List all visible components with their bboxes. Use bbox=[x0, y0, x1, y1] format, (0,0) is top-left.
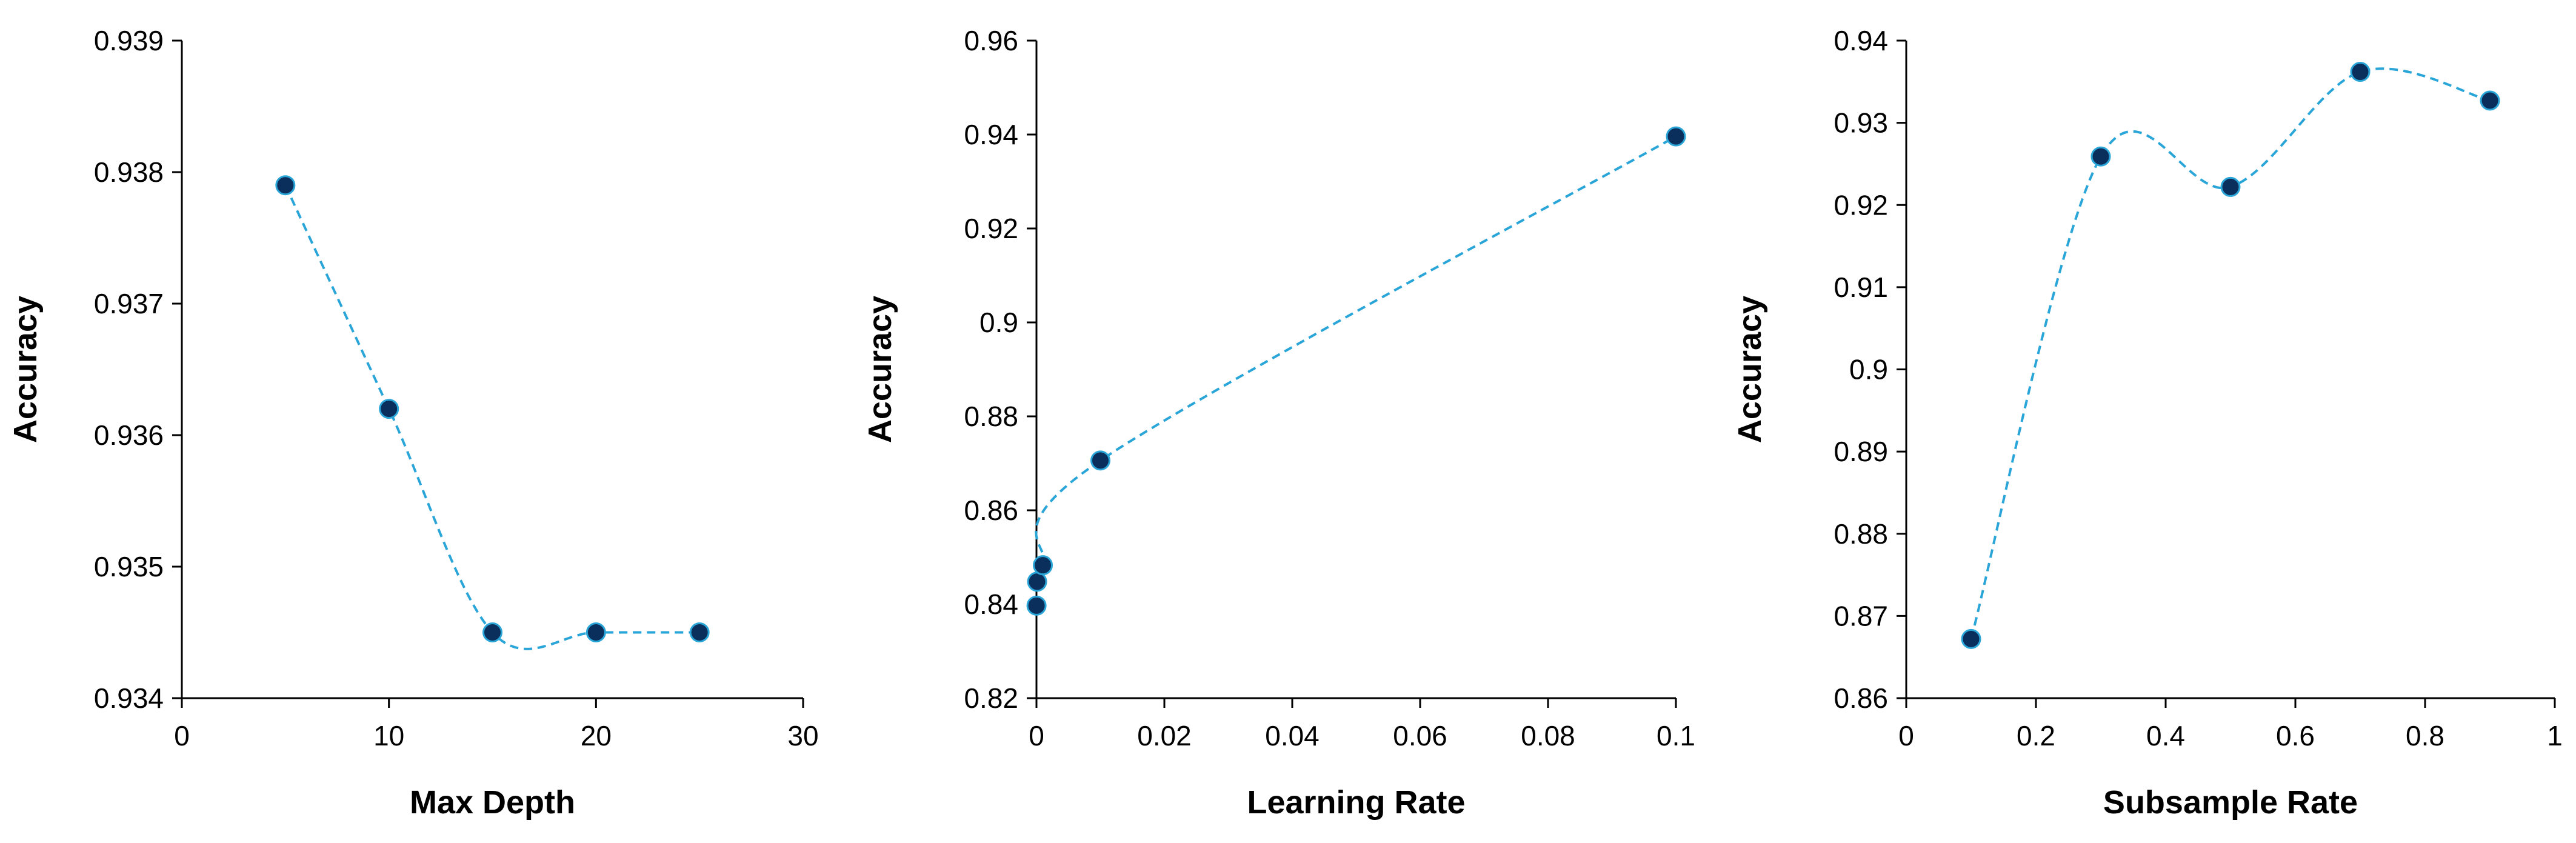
x-tick-label: 0.02 bbox=[1137, 720, 1192, 751]
y-tick-label: 0.9 bbox=[979, 307, 1018, 338]
y-tick-label: 0.91 bbox=[1834, 272, 1888, 303]
y-tick-label: 0.87 bbox=[1834, 600, 1888, 631]
y-tick-label: 0.92 bbox=[1834, 189, 1888, 221]
y-tick-label: 0.936 bbox=[94, 419, 164, 451]
y-tick-label: 0.89 bbox=[1834, 436, 1888, 467]
x-tick-label: 30 bbox=[787, 720, 818, 751]
y-tick-label: 0.937 bbox=[94, 288, 164, 319]
x-tick-label: 0.4 bbox=[2146, 720, 2185, 751]
y-tick-label: 0.88 bbox=[964, 401, 1018, 432]
series-line bbox=[1970, 67, 2491, 639]
y-tick-label: 0.939 bbox=[94, 25, 164, 56]
y-axis-title: Accuracy bbox=[7, 296, 44, 443]
data-point bbox=[1666, 126, 1686, 147]
y-axis-title: Accuracy bbox=[862, 296, 898, 443]
y-tick-label: 0.94 bbox=[964, 119, 1018, 150]
x-axis-title: Max Depth bbox=[410, 784, 575, 821]
series-line bbox=[284, 184, 700, 650]
data-point bbox=[2480, 90, 2500, 111]
data-point bbox=[482, 622, 502, 642]
x-tick-label: 0.04 bbox=[1265, 720, 1320, 751]
x-axis-title: Subsample Rate bbox=[2103, 784, 2358, 821]
x-tick-label: 0.8 bbox=[2406, 720, 2444, 751]
y-tick-label: 0.92 bbox=[964, 213, 1018, 244]
data-point bbox=[2090, 146, 2111, 167]
data-point bbox=[2350, 62, 2371, 82]
y-tick-label: 0.84 bbox=[964, 588, 1018, 620]
data-point bbox=[1090, 450, 1110, 471]
x-axis-title: Learning Rate bbox=[1247, 784, 1465, 821]
y-tick-label: 0.86 bbox=[1834, 682, 1888, 714]
x-tick-label: 0.2 bbox=[2017, 720, 2055, 751]
y-tick-label: 0.93 bbox=[1834, 107, 1888, 139]
y-tick-label: 0.938 bbox=[94, 156, 164, 188]
y-tick-label: 0.86 bbox=[964, 495, 1018, 526]
x-tick-label: 0 bbox=[1029, 720, 1044, 751]
chart-max-depth: 0.934 0.935 0.936 0.937 0.938 0.939 0 10 20 30 Max… bbox=[7, 25, 819, 821]
x-tick-label: 1 bbox=[2547, 720, 2563, 751]
chart-subsample-rate: 0.86 0.87 0.88 0.89 0.9 0.91 0.92 0.93 0.94 0 0.2 0… bbox=[1732, 25, 2563, 821]
x-tick-label: 0 bbox=[174, 720, 190, 751]
data-point bbox=[586, 622, 606, 642]
data-point bbox=[2220, 176, 2241, 197]
data-point bbox=[275, 175, 296, 196]
y-axis-title: Accuracy bbox=[1732, 296, 1768, 443]
y-tick-label: 0.9 bbox=[1849, 354, 1888, 385]
x-tick-label: 0.08 bbox=[1521, 720, 1575, 751]
x-tick-label: 0.06 bbox=[1393, 720, 1447, 751]
y-tick-label: 0.96 bbox=[964, 25, 1018, 56]
x-tick-label: 0.6 bbox=[2276, 720, 2315, 751]
x-tick-label: 0 bbox=[1898, 720, 1914, 751]
chart-learning-rate: 0.82 0.84 0.86 0.88 0.9 0.92 0.94 0.96 0 0.02 0.04… bbox=[862, 25, 1695, 821]
data-point bbox=[1026, 595, 1047, 616]
data-point bbox=[689, 622, 710, 642]
x-tick-label: 10 bbox=[373, 720, 404, 751]
y-tick-label: 0.934 bbox=[94, 682, 164, 714]
x-tick-label: 20 bbox=[581, 720, 612, 751]
y-tick-label: 0.94 bbox=[1834, 25, 1888, 56]
data-point bbox=[1027, 571, 1047, 592]
data-point bbox=[379, 399, 399, 419]
data-point bbox=[1033, 555, 1053, 576]
y-tick-label: 0.88 bbox=[1834, 518, 1888, 550]
series-line bbox=[1035, 135, 1677, 606]
data-point bbox=[1961, 628, 1981, 649]
y-tick-label: 0.935 bbox=[94, 551, 164, 582]
x-tick-label: 0.1 bbox=[1657, 720, 1695, 751]
y-tick-label: 0.82 bbox=[964, 682, 1018, 714]
